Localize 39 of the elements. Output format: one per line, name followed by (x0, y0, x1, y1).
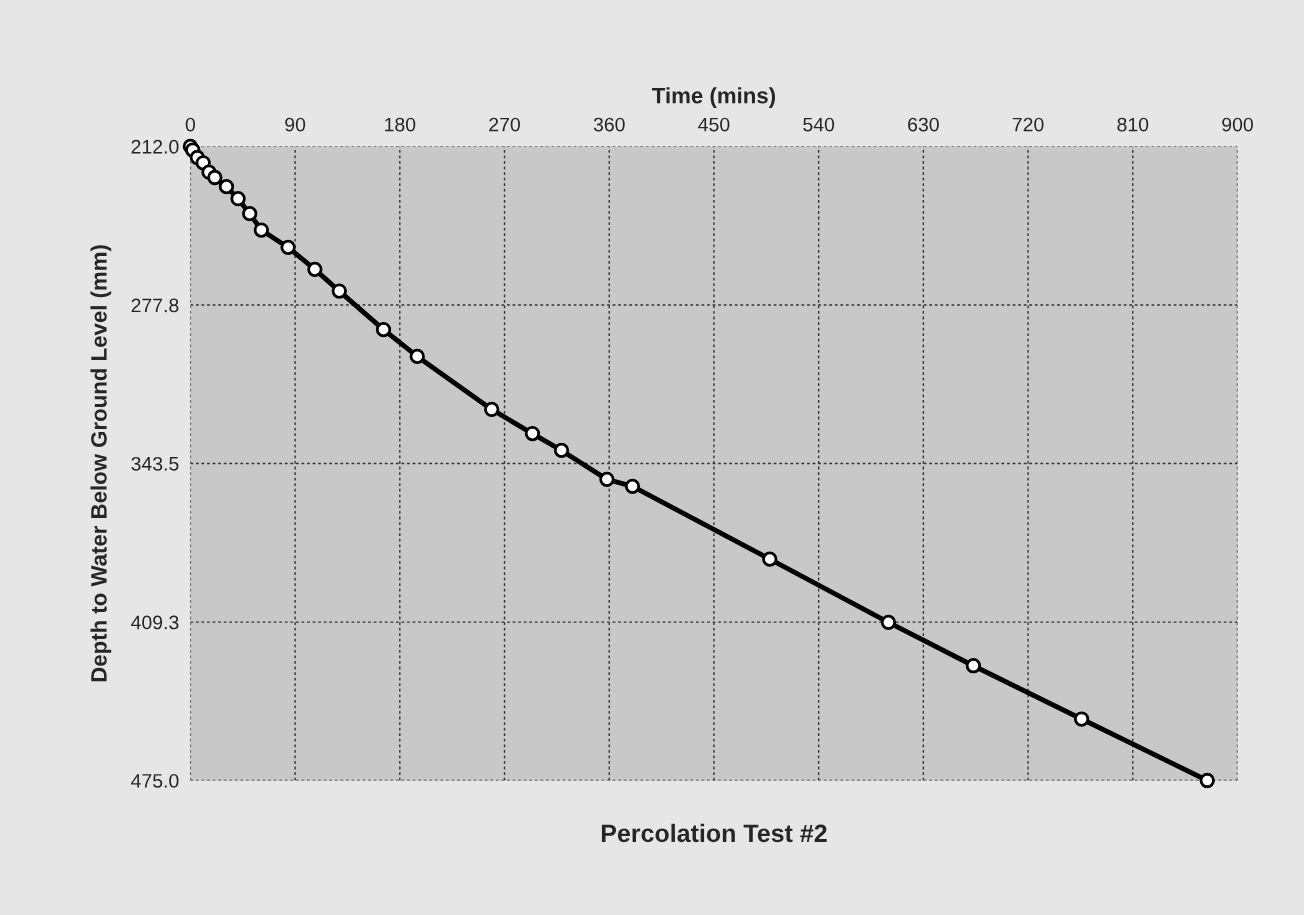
point (331, 283, 347, 299)
y-tick-label: 277.8 (131, 298, 179, 313)
x-tick-label: 0 (185, 117, 196, 132)
point (762, 551, 778, 567)
point (880, 614, 897, 630)
y-tick-label: 475.0 (131, 773, 179, 788)
y-tick-label: 212.0 (131, 139, 179, 154)
point (965, 658, 982, 674)
point (484, 401, 500, 418)
point (218, 179, 235, 195)
x-tick-label: 180 (385, 117, 416, 132)
point (553, 442, 570, 459)
x-tick-label: 720 (1012, 117, 1044, 132)
y-tick-label: 343.5 (131, 456, 179, 471)
point (230, 191, 246, 207)
x-tick-label: 270 (489, 117, 520, 132)
point (253, 222, 269, 238)
point (599, 471, 615, 487)
text: Percolation Test #2 (601, 823, 827, 843)
x-tick-label: 630 (908, 117, 939, 132)
point (280, 239, 296, 256)
point (375, 322, 392, 338)
x-tick-label: 450 (698, 117, 730, 132)
point (409, 348, 425, 365)
x-tick-label: 900 (1222, 117, 1253, 132)
x-tick-label: 90 (285, 117, 306, 132)
point (1199, 772, 1215, 789)
point (524, 425, 541, 442)
y-tick-label: 409.3 (131, 615, 179, 630)
point (1073, 711, 1090, 727)
y-axis-title: Depth to Water Below Ground Level (mm) (90, 245, 112, 682)
point (242, 206, 258, 222)
x-axis-title: Time (mins) (652, 87, 775, 108)
x-tick-label: 540 (803, 117, 835, 132)
x-tick-label: 810 (1117, 117, 1149, 132)
point (624, 478, 641, 494)
point (207, 169, 223, 186)
point (307, 261, 323, 277)
x-tick-label: 360 (593, 117, 625, 132)
